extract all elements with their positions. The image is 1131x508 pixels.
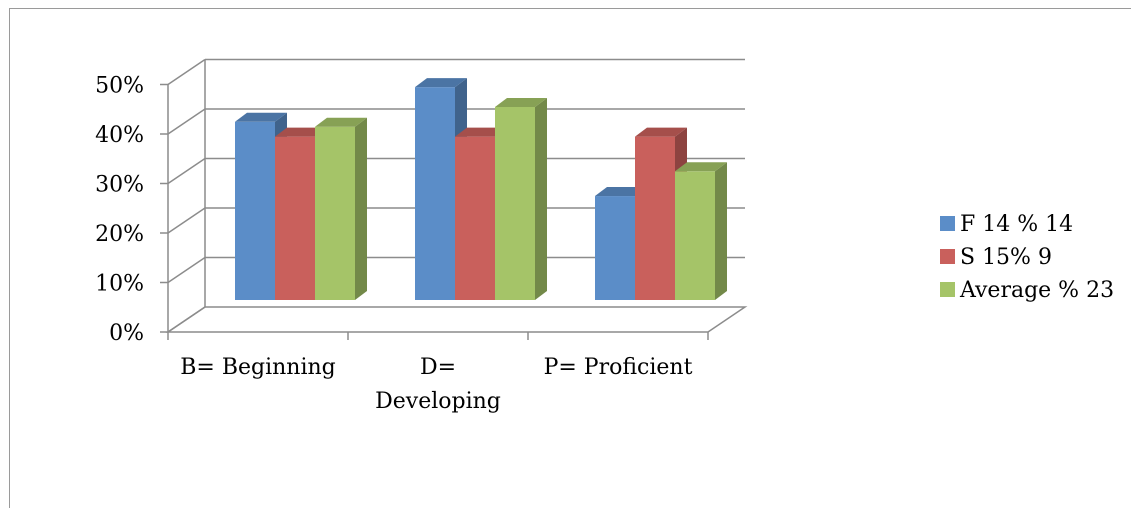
x-category-label: Developing: [375, 389, 501, 414]
bar-front: [635, 136, 675, 300]
y-tick-label: 40%: [95, 123, 144, 148]
bar-front: [455, 136, 495, 300]
bar-front: [235, 121, 275, 300]
y-tick-label: 0%: [109, 321, 144, 346]
bar-top: [495, 97, 547, 107]
x-category-label: P= Proficient: [544, 355, 693, 380]
bar-top: [635, 127, 687, 137]
bar: [675, 162, 727, 300]
bar-top: [315, 117, 367, 127]
gridline-diagonal: [167, 108, 206, 135]
legend-entry: Average % 23: [959, 278, 1114, 303]
bar-front: [315, 126, 355, 300]
legend-swatch: [940, 282, 955, 297]
legend-swatch: [940, 249, 955, 264]
bar: [315, 117, 367, 300]
y-tick-label: 30%: [95, 173, 144, 198]
gridline-diagonal: [167, 306, 206, 333]
legend-entry: F 14 % 14: [960, 212, 1073, 237]
gridline-diagonal: [167, 207, 206, 234]
bar-top: [455, 127, 507, 137]
bar-top: [415, 78, 467, 88]
y-tick-label: 10%: [95, 272, 144, 297]
bar-top: [275, 127, 327, 137]
gridline-diagonal: [167, 256, 206, 284]
bar-side: [535, 97, 547, 300]
bar: [495, 97, 547, 300]
bar-top: [595, 187, 647, 197]
gridline-diagonal: [167, 157, 206, 185]
bar-side: [715, 162, 727, 300]
bar-top: [235, 112, 287, 122]
bar-front: [595, 196, 635, 300]
legend-swatch: [940, 216, 955, 231]
y-tick-label: 50%: [95, 74, 144, 99]
legend-entry: S 15% 9: [960, 245, 1052, 270]
bar-side: [355, 117, 367, 300]
bars: [235, 78, 727, 301]
bar-front: [415, 87, 455, 301]
bar-top: [675, 162, 727, 172]
gridline-diagonal: [167, 58, 206, 86]
y-tick-label: 20%: [95, 222, 144, 247]
x-category-label: B= Beginning: [180, 355, 336, 380]
y-axis-ticks: 0% 10% 20% 30% 40% 50%: [95, 74, 144, 347]
x-category-label: D=: [420, 355, 456, 380]
legend: F 14 % 14 S 15% 9 Average % 23: [940, 212, 1114, 303]
bar-front: [275, 136, 315, 300]
bar-front: [495, 106, 535, 300]
x-axis-categories: B= Beginning D= Developing P= Proficient: [180, 355, 692, 414]
floor: [165, 306, 748, 333]
bar-front: [675, 171, 715, 300]
chart-frame: [9, 8, 1131, 508]
